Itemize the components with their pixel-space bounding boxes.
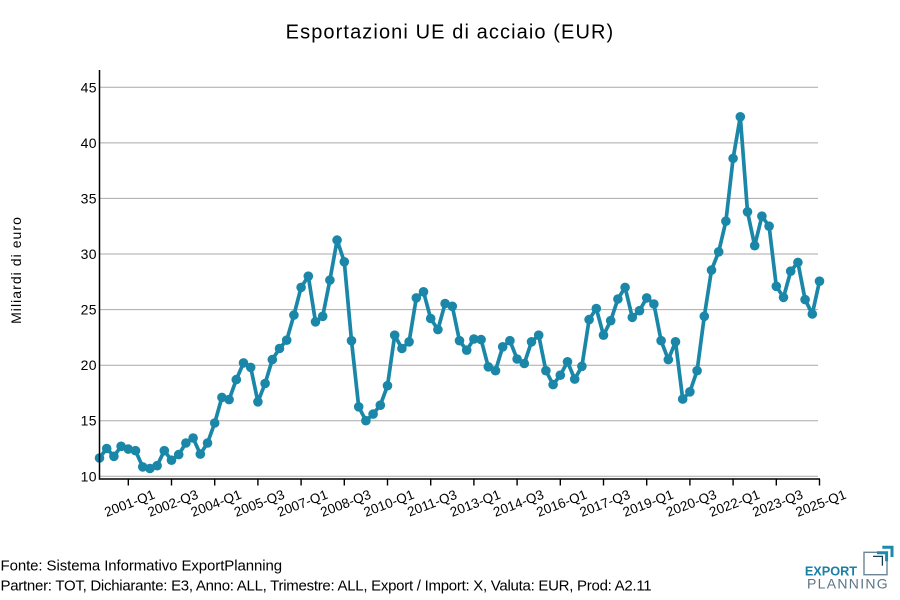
- svg-text:20: 20: [81, 357, 97, 373]
- svg-text:PLANNING: PLANNING: [807, 576, 889, 592]
- svg-text:35: 35: [81, 190, 97, 206]
- svg-text:30: 30: [81, 246, 97, 262]
- svg-text:15: 15: [81, 413, 97, 429]
- svg-text:45: 45: [81, 79, 97, 95]
- svg-text:10: 10: [81, 468, 97, 484]
- svg-text:Fonte: Sistema Informativo Exp: Fonte: Sistema Informativo ExportPlannin…: [1, 557, 282, 574]
- svg-text:Esportazioni UE di acciaio (EU: Esportazioni UE di acciaio (EUR): [286, 22, 615, 44]
- svg-text:EXPORT: EXPORT: [805, 565, 857, 579]
- svg-text:Partner: TOT, Dichiarante: E3,: Partner: TOT, Dichiarante: E3, Anno: ALL…: [1, 577, 652, 594]
- svg-text:25: 25: [81, 302, 97, 318]
- svg-text:40: 40: [81, 135, 97, 151]
- svg-text:Miliardi di euro: Miliardi di euro: [8, 216, 24, 324]
